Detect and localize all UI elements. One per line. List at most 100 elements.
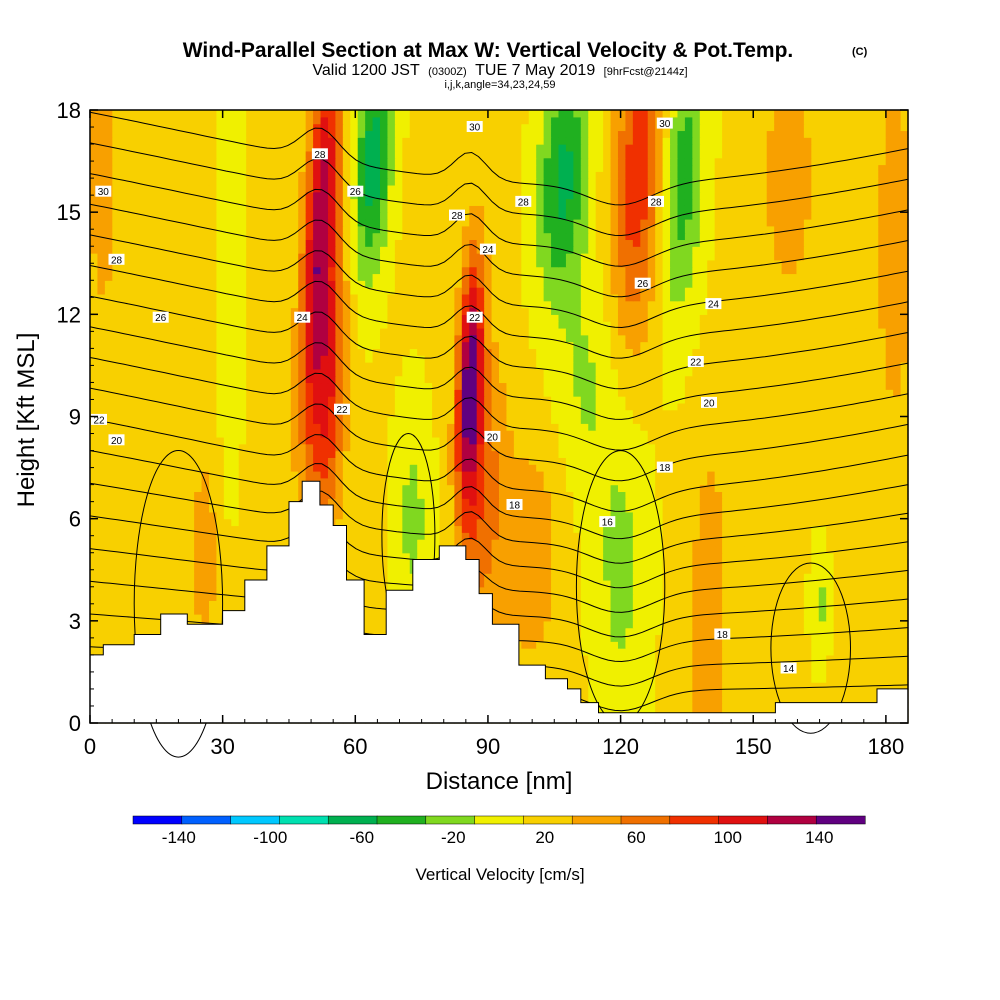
velocity-cell bbox=[104, 491, 113, 499]
velocity-cell bbox=[781, 532, 790, 540]
velocity-cell bbox=[432, 470, 441, 479]
velocity-cell bbox=[870, 525, 879, 533]
velocity-cell bbox=[97, 505, 106, 513]
velocity-cell bbox=[142, 409, 151, 418]
velocity-cell bbox=[201, 525, 210, 533]
velocity-cell bbox=[261, 525, 270, 533]
velocity-cell bbox=[848, 661, 857, 670]
velocity-cell bbox=[246, 498, 255, 506]
velocity-cell bbox=[588, 593, 597, 601]
velocity-cell bbox=[803, 607, 812, 615]
velocity-cell bbox=[327, 450, 336, 458]
velocity-cell bbox=[677, 430, 686, 438]
velocity-cell bbox=[573, 443, 582, 452]
velocity-cell bbox=[402, 484, 411, 493]
velocity-cell bbox=[811, 491, 820, 499]
velocity-cell bbox=[97, 511, 106, 520]
velocity-cell bbox=[513, 566, 522, 574]
velocity-cell bbox=[439, 457, 448, 465]
velocity-cell bbox=[610, 511, 619, 520]
velocity-cell bbox=[610, 607, 619, 615]
velocity-cell bbox=[357, 511, 366, 520]
velocity-cell bbox=[833, 559, 842, 567]
velocity-cell bbox=[156, 552, 165, 561]
velocity-cell bbox=[610, 600, 619, 608]
velocity-cell bbox=[536, 464, 545, 472]
velocity-cell bbox=[781, 695, 790, 704]
velocity-cell bbox=[603, 573, 612, 581]
velocity-cell bbox=[729, 593, 738, 601]
velocity-cell bbox=[677, 416, 686, 424]
velocity-cell bbox=[357, 491, 366, 499]
velocity-cell bbox=[112, 532, 121, 540]
velocity-cell bbox=[261, 498, 270, 506]
velocity-cell bbox=[774, 586, 783, 595]
velocity-cell bbox=[528, 518, 537, 527]
velocity-cell bbox=[580, 579, 589, 588]
velocity-cell bbox=[803, 505, 812, 513]
velocity-cell bbox=[313, 430, 322, 438]
velocity-cell bbox=[580, 511, 589, 520]
velocity-cell bbox=[142, 545, 151, 554]
velocity-cell bbox=[699, 511, 708, 520]
velocity-cell bbox=[223, 477, 232, 486]
velocity-cell bbox=[863, 695, 872, 704]
velocity-cell bbox=[283, 436, 292, 445]
velocity-cell bbox=[156, 436, 165, 445]
velocity-cell bbox=[521, 614, 530, 622]
velocity-cell bbox=[156, 593, 165, 601]
velocity-cell bbox=[647, 511, 656, 520]
velocity-cell bbox=[253, 559, 262, 567]
velocity-cell bbox=[134, 586, 143, 595]
velocity-cell bbox=[551, 511, 560, 520]
velocity-cell bbox=[781, 682, 790, 690]
velocity-cell bbox=[142, 443, 151, 452]
velocity-cell bbox=[736, 702, 745, 710]
velocity-cell bbox=[409, 539, 418, 547]
velocity-cell bbox=[97, 539, 106, 547]
velocity-cell bbox=[439, 443, 448, 452]
velocity-cell bbox=[900, 661, 909, 670]
velocity-cell bbox=[409, 477, 418, 486]
velocity-cell bbox=[543, 416, 552, 424]
velocity-cell bbox=[565, 518, 574, 527]
valid-prefix: Valid 1200 JST bbox=[312, 62, 420, 79]
velocity-cell bbox=[402, 505, 411, 513]
velocity-cell bbox=[759, 498, 768, 506]
velocity-cell bbox=[595, 545, 604, 554]
velocity-cell bbox=[625, 457, 634, 465]
velocity-cell bbox=[432, 505, 441, 513]
velocity-cell bbox=[565, 627, 574, 636]
velocity-cell bbox=[789, 505, 798, 513]
velocity-cell bbox=[513, 491, 522, 499]
velocity-cell bbox=[751, 620, 760, 629]
velocity-cell bbox=[380, 539, 389, 547]
velocity-cell bbox=[513, 532, 522, 540]
velocity-cell bbox=[900, 477, 909, 486]
velocity-cell bbox=[290, 450, 299, 458]
velocity-cell bbox=[335, 457, 344, 465]
velocity-cell bbox=[223, 600, 232, 608]
velocity-cell bbox=[171, 518, 180, 527]
velocity-cell bbox=[640, 525, 649, 533]
velocity-cell bbox=[885, 477, 894, 486]
velocity-cell bbox=[424, 423, 433, 431]
velocity-cell bbox=[885, 600, 894, 608]
velocity-cell bbox=[246, 491, 255, 499]
velocity-cell bbox=[893, 634, 902, 642]
velocity-cell bbox=[848, 491, 857, 499]
velocity-cell bbox=[655, 416, 664, 424]
velocity-cell bbox=[186, 450, 195, 458]
velocity-cell bbox=[632, 518, 641, 527]
velocity-cell bbox=[736, 518, 745, 527]
velocity-cell bbox=[551, 600, 560, 608]
velocity-cell bbox=[127, 457, 136, 465]
velocity-cell bbox=[127, 505, 136, 513]
velocity-cell bbox=[617, 464, 627, 472]
velocity-cell bbox=[90, 600, 99, 608]
velocity-cell bbox=[781, 416, 790, 424]
velocity-cell bbox=[119, 545, 128, 554]
velocity-cell bbox=[432, 539, 441, 547]
velocity-cell bbox=[684, 539, 693, 547]
velocity-cell bbox=[796, 491, 805, 499]
